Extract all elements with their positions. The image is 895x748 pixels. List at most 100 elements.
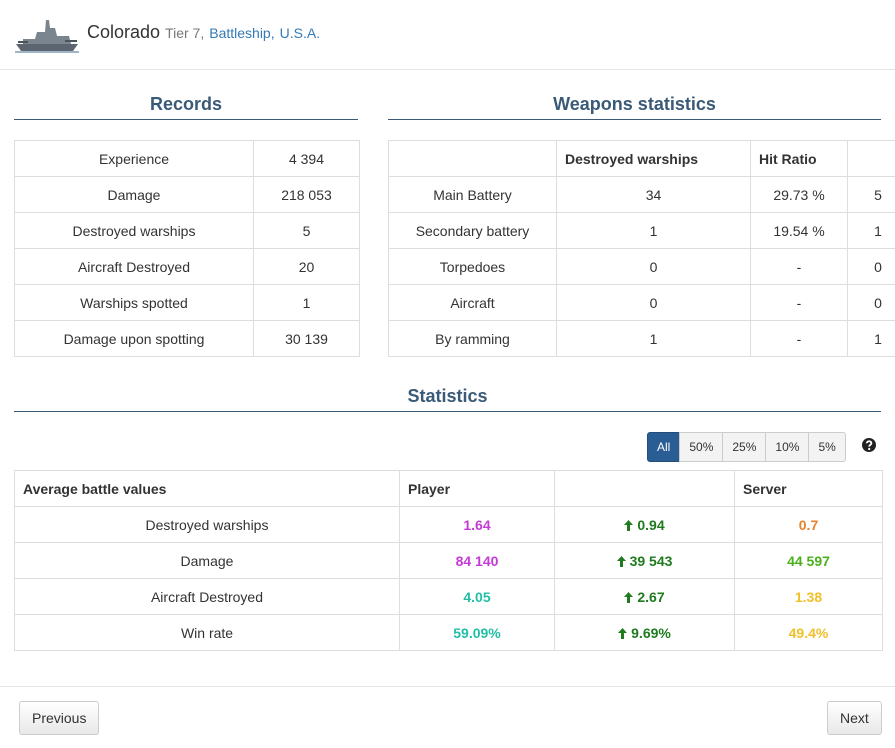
weapon-value: 1 bbox=[556, 320, 751, 357]
header-cell: Average battle values bbox=[14, 470, 400, 507]
weapon-value: - bbox=[750, 320, 848, 357]
weapon-value: 29.73 % bbox=[750, 176, 848, 213]
ship-class-link[interactable]: Battleship, bbox=[209, 25, 275, 41]
header-cell bbox=[847, 140, 895, 177]
ship-nation-link[interactable]: U.S.A. bbox=[279, 25, 321, 41]
weapon-value: 1 bbox=[847, 212, 895, 249]
header-row: Destroyed warships Hit Ratio bbox=[388, 140, 895, 177]
filter-button[interactable]: 25% bbox=[722, 432, 767, 462]
divider bbox=[14, 119, 358, 120]
diff-value: 0.94 bbox=[637, 516, 665, 533]
weapon-value: 5 bbox=[847, 176, 895, 213]
help-icon[interactable] bbox=[862, 438, 876, 452]
statistics-title: Statistics bbox=[407, 386, 488, 406]
divider bbox=[14, 411, 881, 412]
weapon-value: 0 bbox=[847, 284, 895, 321]
diff-cell: 9.69% bbox=[554, 614, 735, 651]
diff-value: 2.67 bbox=[637, 588, 665, 605]
record-value: 5 bbox=[253, 212, 360, 249]
filter-button[interactable]: 50% bbox=[679, 432, 724, 462]
header-row: Average battle values Player Server bbox=[14, 470, 883, 507]
stat-row: Win rate 59.09% 9.69% 49.4% bbox=[14, 614, 883, 651]
record-row: Damage upon spotting 30 139 bbox=[14, 320, 360, 357]
stat-row: Damage 84 140 39 543 44 597 bbox=[14, 542, 883, 579]
record-row: Aircraft Destroyed 20 bbox=[14, 248, 360, 285]
header-cell bbox=[388, 140, 557, 177]
weapon-label: By ramming bbox=[388, 320, 557, 357]
up-arrow bbox=[618, 627, 628, 639]
server-value: 44 597 bbox=[734, 542, 883, 579]
header-cell: Destroyed warships bbox=[556, 140, 751, 177]
weapons-title: Weapons statistics bbox=[553, 94, 716, 114]
stat-label: Aircraft Destroyed bbox=[14, 578, 400, 615]
record-label: Warships spotted bbox=[14, 284, 254, 321]
record-value: 4 394 bbox=[253, 140, 360, 177]
stat-row: Destroyed warships 1.64 0.94 0.7 bbox=[14, 506, 883, 543]
weapon-label: Secondary battery bbox=[388, 212, 557, 249]
weapon-row: Secondary battery 1 19.54 % 1 bbox=[388, 212, 895, 249]
filter-button[interactable]: 5% bbox=[808, 432, 846, 462]
records-table: Experience 4 394 Damage 218 053 Destroyed wa… bbox=[14, 140, 360, 357]
record-row: Damage 218 053 bbox=[14, 176, 360, 213]
record-value: 30 139 bbox=[253, 320, 360, 357]
ship-title: Colorado Tier 7, Battleship, U.S.A. bbox=[87, 22, 320, 43]
header-cell: Server bbox=[734, 470, 883, 507]
weapon-row: Aircraft 0-0 bbox=[388, 284, 895, 321]
header: Colorado Tier 7, Battleship, U.S.A. bbox=[0, 0, 895, 70]
weapon-value: 34 bbox=[556, 176, 751, 213]
record-row: Experience 4 394 bbox=[14, 140, 360, 177]
diff-cell: 2.67 bbox=[554, 578, 735, 615]
up-arrow bbox=[624, 519, 634, 531]
record-label: Experience bbox=[14, 140, 254, 177]
player-value: 4.05 bbox=[399, 578, 555, 615]
weapon-value: 0 bbox=[556, 248, 751, 285]
filter-button[interactable]: 10% bbox=[765, 432, 810, 462]
filter-button[interactable]: All bbox=[647, 432, 681, 462]
header-cell bbox=[554, 470, 735, 507]
records-title: Records bbox=[149, 94, 223, 114]
up-arrow bbox=[616, 555, 626, 567]
weapon-value: 0 bbox=[847, 248, 895, 285]
next-button[interactable]: Next bbox=[827, 701, 882, 735]
ship-image bbox=[15, 20, 79, 53]
record-label: Destroyed warships bbox=[14, 212, 254, 249]
diff-value: 39 543 bbox=[629, 552, 673, 569]
player-value: 1.64 bbox=[399, 506, 555, 543]
record-label: Damage bbox=[14, 176, 254, 213]
weapon-value: - bbox=[750, 284, 848, 321]
player-value: 59.09% bbox=[399, 614, 555, 651]
server-value: 0.7 bbox=[734, 506, 883, 543]
player-value: 84 140 bbox=[399, 542, 555, 579]
weapon-value: - bbox=[750, 248, 848, 285]
weapon-value: 1 bbox=[847, 320, 895, 357]
weapon-value: 1 bbox=[556, 212, 751, 249]
weapon-label: Torpedoes bbox=[388, 248, 557, 285]
footer-divider bbox=[0, 686, 895, 687]
up-arrow bbox=[624, 591, 634, 603]
record-value: 218 053 bbox=[253, 176, 360, 213]
record-row: Destroyed warships 5 bbox=[14, 212, 360, 249]
diff-cell: 39 543 bbox=[554, 542, 735, 579]
stat-label: Destroyed warships bbox=[14, 506, 400, 543]
statistics-table: Average battle values Player Server Destroy… bbox=[14, 470, 883, 651]
stat-label: Win rate bbox=[14, 614, 400, 651]
weapon-value: 0 bbox=[556, 284, 751, 321]
diff-value: 9.69% bbox=[631, 624, 671, 641]
record-label: Damage upon spotting bbox=[14, 320, 254, 357]
record-value: 1 bbox=[253, 284, 360, 321]
header-cell: Hit Ratio bbox=[750, 140, 848, 177]
weapons-table: Destroyed warships Hit Ratio Main Battery 3… bbox=[388, 140, 895, 357]
server-value: 49.4% bbox=[734, 614, 883, 651]
server-value: 1.38 bbox=[734, 578, 883, 615]
ship-tier: Tier 7, bbox=[165, 25, 205, 41]
divider bbox=[388, 119, 881, 120]
weapon-row: Torpedoes 0-0 bbox=[388, 248, 895, 285]
weapon-row: Main Battery 34 29.73 % 5 bbox=[388, 176, 895, 213]
record-row: Warships spotted 1 bbox=[14, 284, 360, 321]
previous-button[interactable]: Previous bbox=[19, 701, 100, 735]
record-value: 20 bbox=[253, 248, 360, 285]
weapon-label: Main Battery bbox=[388, 176, 557, 213]
header-cell: Player bbox=[399, 470, 555, 507]
